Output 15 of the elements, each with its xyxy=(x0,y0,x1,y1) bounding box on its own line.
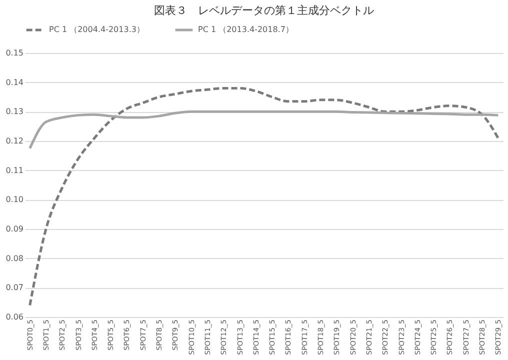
y-tick-label: 0.07 xyxy=(6,283,24,292)
y-tick-label: 0.11 xyxy=(6,166,24,175)
legend-label: PC 1 （2013.4-2018.7） xyxy=(198,25,294,34)
y-tick-label: 0.09 xyxy=(6,224,24,234)
y-tick-label: 0.13 xyxy=(6,107,24,116)
y-tick-label: 0.14 xyxy=(6,78,24,87)
y-tick-label: 0.15 xyxy=(6,48,24,58)
chart-title: 図表３ レベルデータの第１主成分ベクトル xyxy=(154,4,374,17)
y-tick-label: 0.10 xyxy=(6,195,24,204)
legend-label: PC 1 （2004.4-2013.3） xyxy=(49,25,144,34)
y-tick-label: 0.06 xyxy=(6,312,24,322)
y-tick-label: 0.08 xyxy=(6,254,24,263)
line-series xyxy=(28,110,500,150)
y-tick-label: 0.12 xyxy=(6,136,24,146)
line-series xyxy=(28,86,500,307)
